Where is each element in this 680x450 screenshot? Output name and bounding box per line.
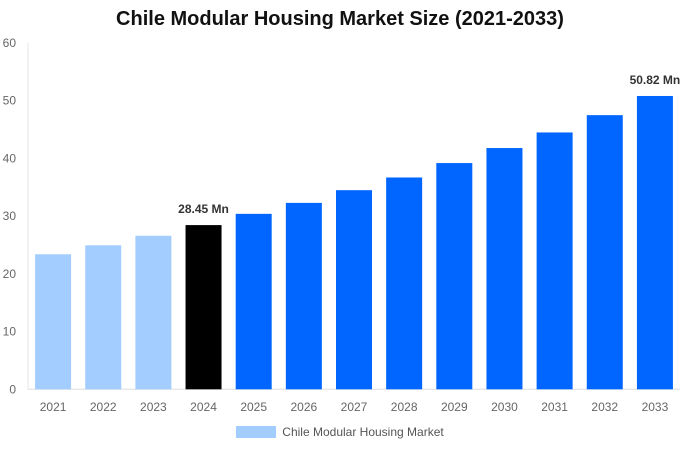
y-tick-label: 0 (9, 382, 16, 396)
bar-2022 (85, 245, 122, 390)
bar-2021 (35, 254, 72, 390)
data-label-2033: 50.82 Mn (630, 73, 680, 87)
y-tick-label: 60 (3, 36, 17, 50)
x-tick-label: 2028 (391, 400, 418, 414)
x-tick-label: 2024 (190, 400, 217, 414)
x-tick-label: 2030 (491, 400, 518, 414)
bar-2029 (436, 163, 473, 390)
bar-2031 (536, 132, 573, 390)
x-tick-label: 2023 (140, 400, 167, 414)
bar-2027 (336, 190, 372, 390)
data-label-2024: 28.45 Mn (178, 202, 229, 216)
legend-swatch (236, 426, 277, 438)
bar-2026 (285, 202, 322, 390)
x-tick-label: 2032 (591, 400, 618, 414)
x-tick-label: 2033 (642, 400, 669, 414)
y-tick-label: 10 (3, 325, 17, 339)
x-tick-label: 2031 (541, 400, 568, 414)
y-tick-label: 20 (3, 267, 17, 281)
legend[interactable]: Chile Modular Housing Market (0, 425, 680, 439)
x-tick-label: 2022 (90, 400, 117, 414)
x-tick-label: 2021 (40, 400, 67, 414)
bar-2024 (185, 225, 222, 390)
bar-2032 (586, 115, 623, 390)
bar-2033 (636, 95, 673, 390)
bar-2025 (235, 213, 272, 390)
x-tick-label: 2026 (290, 400, 317, 414)
y-tick-label: 30 (3, 209, 17, 223)
y-tick-label: 50 (3, 94, 17, 108)
chart-title: Chile Modular Housing Market Size (2021-… (116, 8, 564, 30)
legend-label: Chile Modular Housing Market (282, 425, 444, 439)
x-tick-label: 2027 (341, 400, 368, 414)
bar-2028 (386, 177, 423, 390)
y-tick-label: 40 (3, 151, 17, 165)
bar-2023 (135, 235, 172, 390)
bar-2030 (486, 148, 523, 390)
x-tick-label: 2029 (441, 400, 468, 414)
x-tick-label: 2025 (240, 400, 267, 414)
